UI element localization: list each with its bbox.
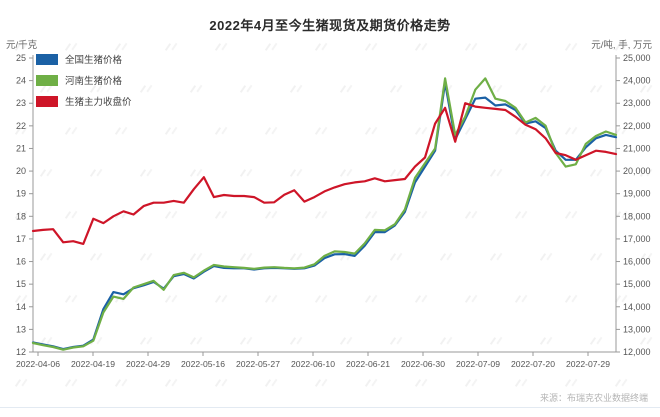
series-line-henan-pig-price bbox=[31, 77, 618, 351]
right-axis-tick-label: 21,000 bbox=[623, 143, 651, 153]
right-axis-tick-label: 19,000 bbox=[623, 189, 651, 199]
legend-swatch-blue bbox=[36, 53, 58, 65]
legend-item-henan-pig-price[interactable]: 河南生猪价格 bbox=[36, 73, 132, 87]
legend-item-hog-futures-close[interactable]: 生猪主力收盘价 bbox=[36, 94, 132, 108]
left-axis-unit-label: 元/千克 bbox=[6, 40, 38, 51]
right-axis-unit-label: 元/吨, 手, 万元 bbox=[591, 40, 652, 51]
left-axis-tick-label: 25 bbox=[16, 53, 26, 63]
right-axis-tick-label: 13,000 bbox=[623, 324, 651, 334]
legend-swatch-red bbox=[36, 95, 58, 107]
legend-label: 河南生猪价格 bbox=[65, 76, 123, 87]
x-axis-tick-label: 2022-07-09 bbox=[456, 359, 500, 369]
right-axis-tick-label: 12,000 bbox=[623, 347, 651, 357]
right-axis-tick-label: 16,000 bbox=[623, 257, 651, 267]
left-axis-tick-label: 12 bbox=[16, 347, 26, 357]
right-axis-tick-label: 25,000 bbox=[623, 53, 651, 63]
legend-swatch-green bbox=[36, 74, 58, 86]
x-axis-tick-label: 2022-06-30 bbox=[401, 359, 445, 369]
right-axis-tick-label: 23,000 bbox=[623, 98, 651, 108]
left-axis-tick-label: 16 bbox=[16, 257, 26, 267]
x-axis-tick-label: 2022-05-27 bbox=[236, 359, 280, 369]
right-axis-tick-label: 14,000 bbox=[623, 302, 651, 312]
left-axis-tick-label: 13 bbox=[16, 324, 26, 334]
right-axis-tick-label: 22,000 bbox=[623, 121, 651, 131]
x-axis-tick-label: 2022-04-06 bbox=[16, 359, 60, 369]
series-line-hog-futures-close bbox=[31, 102, 618, 245]
left-axis-tick-label: 19 bbox=[16, 189, 26, 199]
data-source-caption: 来源：布瑞克农业数据终端 bbox=[539, 393, 648, 403]
x-axis-tick-label: 2022-04-29 bbox=[126, 359, 170, 369]
bottom-divider bbox=[0, 407, 660, 408]
left-axis-tick-label: 23 bbox=[16, 98, 26, 108]
left-axis-tick-label: 17 bbox=[16, 234, 26, 244]
left-axis-tick-label: 22 bbox=[16, 121, 26, 131]
x-axis-tick-label: 2022-07-20 bbox=[511, 359, 555, 369]
x-axis-tick-label: 2022-06-10 bbox=[291, 359, 335, 369]
left-axis-tick-label: 18 bbox=[16, 211, 26, 221]
x-axis-tick-label: 2022-07-29 bbox=[566, 359, 610, 369]
right-axis-tick-label: 18,000 bbox=[623, 211, 651, 221]
right-axis-tick-label: 15,000 bbox=[623, 279, 651, 289]
series-line-national-pig-price bbox=[31, 81, 618, 351]
right-axis-tick-label: 17,000 bbox=[623, 234, 651, 244]
right-axis-tick-label: 20,000 bbox=[623, 166, 651, 176]
right-axis-tick-label: 24,000 bbox=[623, 76, 651, 86]
x-axis-tick-label: 2022-05-16 bbox=[181, 359, 225, 369]
left-axis-tick-label: 21 bbox=[16, 143, 26, 153]
legend-label: 全国生猪价格 bbox=[65, 55, 123, 66]
left-axis-tick-label: 20 bbox=[16, 166, 26, 176]
chart-legend: 全国生猪价格 河南生猪价格 生猪主力收盘价 bbox=[36, 52, 132, 108]
left-axis-tick-label: 14 bbox=[16, 302, 26, 312]
x-axis-tick-label: 2022-04-19 bbox=[71, 359, 115, 369]
x-axis-tick-label: 2022-06-21 bbox=[346, 359, 390, 369]
left-axis-tick-label: 15 bbox=[16, 279, 26, 289]
chart-title: 2022年4月至今生猪现货及期货价格走势 bbox=[209, 18, 451, 33]
legend-label: 生猪主力收盘价 bbox=[65, 97, 132, 108]
legend-item-national-pig-price[interactable]: 全国生猪价格 bbox=[36, 52, 132, 66]
left-axis-tick-label: 24 bbox=[16, 76, 26, 86]
